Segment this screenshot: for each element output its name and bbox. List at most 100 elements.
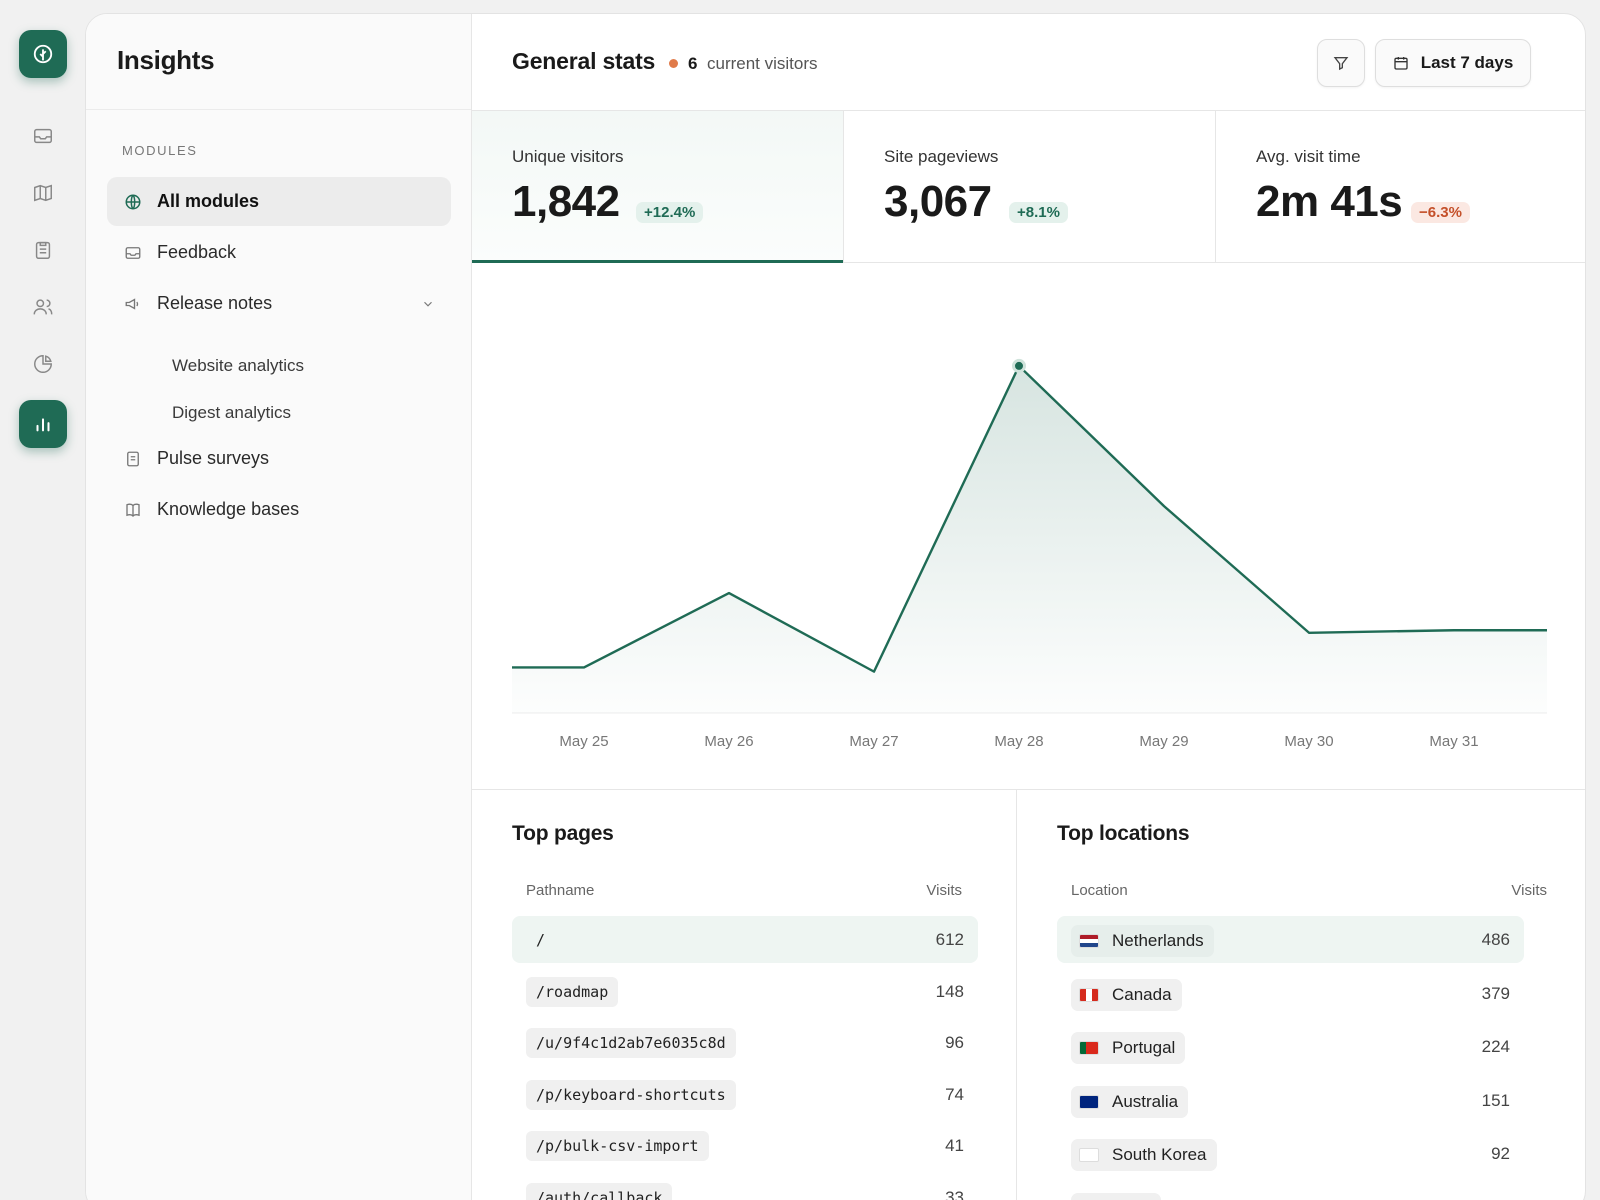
top-pages-panel: Top pages Pathname Visits / 612/roadmap 14… xyxy=(472,790,1017,1200)
module-sidebar: Insights MODULES All modules Feedback Re… xyxy=(86,14,472,1200)
table-row[interactable]: Canada 379 xyxy=(1057,970,1524,1017)
rail-map-button[interactable] xyxy=(19,169,67,217)
table-row[interactable]: / 612 xyxy=(512,916,978,963)
map-icon xyxy=(34,184,52,202)
pathname-chip: /roadmap xyxy=(526,976,619,1007)
table-row[interactable]: Netherlands 486 xyxy=(1057,916,1524,963)
filter-button[interactable] xyxy=(1317,39,1365,87)
sidebar-item-label: Release notes xyxy=(157,293,273,313)
bottom-panels: Top pages Pathname Visits / 612/roadmap 14… xyxy=(472,790,1585,1200)
visitors-chart: May 25 May 26 May 27 May 28 May 29 May 30 May … xyxy=(472,263,1585,790)
sidebar-item-release-notes[interactable]: Release notes xyxy=(107,279,451,328)
country-name: Portugal xyxy=(1112,1038,1176,1057)
sidebar-divider xyxy=(86,109,471,110)
visits-value: 96 xyxy=(945,1033,964,1052)
sidebar-item-all-modules[interactable]: All modules xyxy=(107,177,451,226)
stat-card-unique-visitors[interactable]: Unique visitors 1,842 +12.4% xyxy=(472,111,844,263)
sidebar-item-pulse-surveys[interactable]: Pulse surveys xyxy=(107,434,451,483)
sidebar-subitem-website-analytics[interactable]: Website analytics xyxy=(172,356,304,375)
table-row[interactable]: /u/9f4c1d2ab7e6035c8d 96 xyxy=(512,1019,978,1066)
calendar-icon xyxy=(1393,55,1409,71)
inbox-icon xyxy=(123,243,143,263)
visits-value: 92 xyxy=(1491,1144,1510,1163)
au-flag-icon xyxy=(1079,1094,1099,1109)
rail-inbox-button[interactable] xyxy=(19,112,67,160)
rail-reports-button[interactable] xyxy=(19,340,67,388)
visits-value: 74 xyxy=(945,1084,964,1104)
content-area: General stats 6 current visitors Last 7 … xyxy=(472,14,1585,1200)
nl-flag-icon xyxy=(1079,934,1099,948)
live-dot-icon xyxy=(669,59,678,68)
table-row[interactable]: /p/bulk-csv-import 41 xyxy=(512,1122,978,1169)
visits-value: 486 xyxy=(1481,930,1510,949)
pathname-chip: /auth/callback xyxy=(526,1182,673,1200)
rail-clipboard-button[interactable] xyxy=(19,226,67,274)
clipboard-icon xyxy=(35,241,51,259)
sidebar-item-label: Knowledge bases xyxy=(157,499,300,519)
visits-value: 33 xyxy=(945,1187,964,1200)
leaf-logo-icon xyxy=(33,44,53,64)
megaphone-icon xyxy=(123,294,143,314)
sidebar-item-feedback[interactable]: Feedback xyxy=(107,228,451,277)
country-name: South Korea xyxy=(1112,1145,1207,1164)
visits-value: 151 xyxy=(1481,1090,1510,1110)
table-row[interactable]: /roadmap 148 xyxy=(512,968,978,1015)
location-chip: Australia xyxy=(1071,1085,1189,1118)
rail-analytics-button[interactable] xyxy=(19,400,67,448)
location-chip: Canada xyxy=(1071,978,1182,1011)
rail-users-button[interactable] xyxy=(19,283,67,331)
chevron-down-icon[interactable] xyxy=(421,295,435,316)
x-tick-label: May 31 xyxy=(1429,733,1478,750)
visitors-chart-svg: May 25 May 26 May 27 May 28 May 29 May 30 May … xyxy=(512,358,1547,750)
stat-label: Site pageviews xyxy=(884,147,999,166)
table-row[interactable]: Australia 151 xyxy=(1057,1077,1524,1124)
chart-data-point[interactable] xyxy=(1012,358,1026,373)
x-tick-label: May 29 xyxy=(1139,733,1188,750)
col-header-location: Location xyxy=(1071,882,1128,899)
visits-value: 224 xyxy=(1481,1037,1510,1056)
stat-value: 3,067 xyxy=(884,177,992,226)
pathname-chip: /p/keyboard-shortcuts xyxy=(526,1079,736,1110)
bar-chart-icon xyxy=(36,418,50,432)
kr-flag-icon xyxy=(1079,1148,1099,1162)
filter-icon xyxy=(1333,57,1349,71)
location-chip: Chile xyxy=(1071,1192,1161,1200)
main-card: Insights MODULES All modules Feedback Re… xyxy=(85,13,1586,1200)
sidebar-item-knowledge-bases[interactable]: Knowledge bases xyxy=(107,485,451,534)
table-row[interactable]: /auth/callback 33 xyxy=(512,1174,978,1200)
app-logo[interactable] xyxy=(19,30,67,78)
stat-card-site-pageviews[interactable]: Site pageviews 3,067 +8.1% xyxy=(844,111,1216,262)
table-row[interactable]: Portugal 224 xyxy=(1057,1023,1524,1070)
stats-header: General stats 6 current visitors Last 7 … xyxy=(472,14,1585,111)
stat-card-avg-visit-time[interactable]: Avg. visit time 2m 41s −6.3% xyxy=(1216,111,1585,262)
visits-value: 41 xyxy=(945,1136,964,1155)
globe-icon xyxy=(123,192,143,212)
sidebar-subitem-digest-analytics[interactable]: Digest analytics xyxy=(172,403,292,422)
sidebar-title: Insights xyxy=(117,45,215,75)
top-pages-title: Top pages xyxy=(512,822,614,845)
book-icon xyxy=(123,500,143,520)
stat-label: Avg. visit time xyxy=(1256,147,1361,166)
col-header-pathname: Pathname xyxy=(526,882,595,899)
sidebar-item-label: Feedback xyxy=(157,242,237,262)
x-tick-label: May 28 xyxy=(994,733,1043,750)
inbox-icon xyxy=(34,128,52,144)
col-header-visits: Visits xyxy=(926,882,962,899)
country-name: Canada xyxy=(1112,984,1172,1004)
table-row[interactable]: South Korea 92 xyxy=(1057,1130,1524,1177)
location-chip: Netherlands xyxy=(1071,925,1214,957)
stat-label: Unique visitors xyxy=(512,147,624,166)
table-row[interactable]: /p/keyboard-shortcuts 74 xyxy=(512,1071,978,1118)
pathname-chip: /p/bulk-csv-import xyxy=(526,1131,709,1161)
visits-value: 379 xyxy=(1481,983,1510,1003)
page-title: General stats xyxy=(512,48,656,74)
stat-delta-badge: +8.1% xyxy=(1009,202,1068,223)
visits-value: 148 xyxy=(935,981,964,1001)
pie-chart-icon xyxy=(34,355,52,373)
stat-value: 2m 41s xyxy=(1256,177,1403,226)
users-icon xyxy=(33,299,53,315)
date-range-button[interactable]: Last 7 days xyxy=(1375,39,1531,87)
stat-delta-badge: −6.3% xyxy=(1411,202,1470,223)
table-row[interactable]: Chile 58 xyxy=(1057,1184,1524,1200)
x-tick-label: May 25 xyxy=(559,733,608,750)
